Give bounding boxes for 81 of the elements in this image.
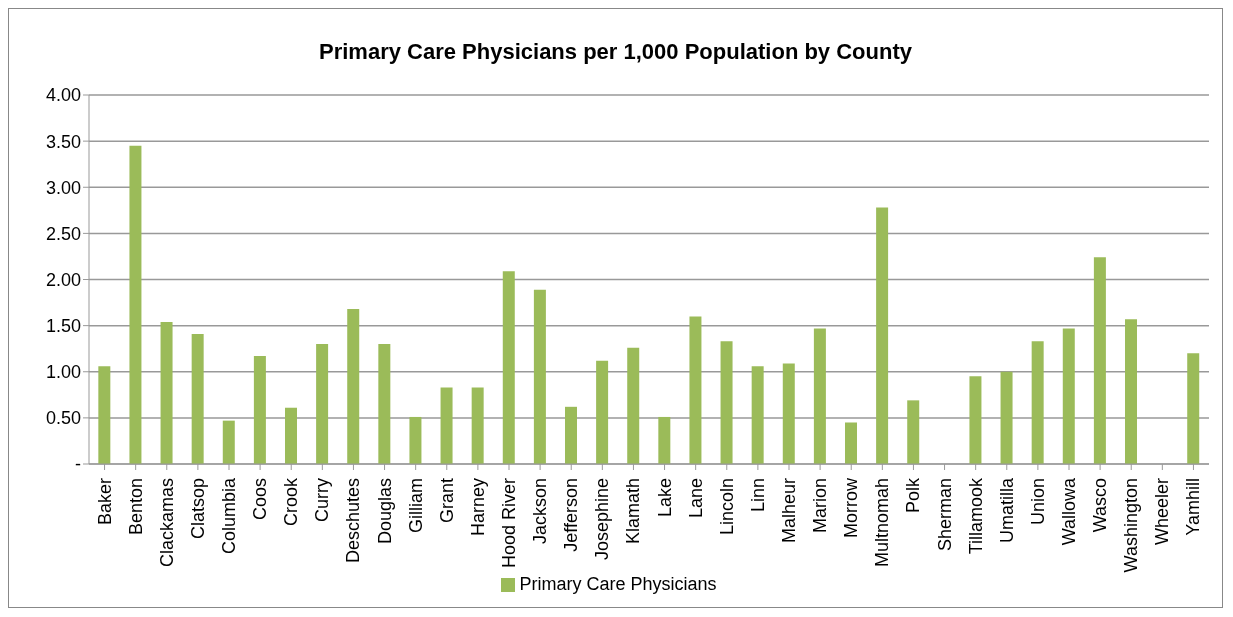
bar <box>596 360 609 464</box>
x-tick-label: Linn <box>747 478 768 513</box>
bar <box>471 387 484 464</box>
x-tick-label: Gilliam <box>405 478 426 534</box>
bar <box>1031 341 1044 464</box>
y-tick-label: 2.50 <box>45 223 81 244</box>
x-tick-label: Polk <box>903 477 924 514</box>
x-tick-label: Lake <box>654 478 675 518</box>
bar <box>1187 353 1200 464</box>
x-tick-label: Multnomah <box>872 478 893 568</box>
x-tick-label: Columbia <box>219 477 239 555</box>
bar <box>751 366 764 464</box>
bar <box>1125 319 1137 464</box>
x-tick-label: Tillamook <box>965 477 986 555</box>
bar <box>160 321 173 464</box>
y-tick-label: - <box>75 454 81 475</box>
x-tick-label: Jefferson <box>561 478 582 552</box>
x-tick-label: Marion <box>810 478 831 534</box>
bar <box>191 333 204 464</box>
x-tick-label: Clackamas <box>156 478 177 568</box>
x-tick-label: Grant <box>436 478 457 524</box>
bar <box>1000 371 1013 464</box>
bar <box>347 309 360 464</box>
x-tick-label: Crook <box>281 477 302 527</box>
x-tick-label: Sherman <box>934 478 955 552</box>
bar <box>316 344 329 464</box>
y-tick-label: 0.50 <box>45 408 81 429</box>
bar <box>689 316 702 464</box>
x-tick-label: Malheur <box>779 478 799 544</box>
bar <box>565 406 577 464</box>
x-tick-label: Josephine <box>592 478 613 561</box>
x-tick-label: Washington <box>1121 478 1142 573</box>
bar <box>285 407 297 464</box>
x-tick-label: Benton <box>125 478 146 536</box>
y-tick-label: 1.00 <box>45 362 81 383</box>
legend-label: Primary Care Physicians <box>519 574 717 594</box>
chart-title: Primary Care Physicians per 1,000 Population by County <box>318 38 913 66</box>
bar <box>440 387 453 464</box>
x-tick-label: Hood River <box>499 478 519 569</box>
bar <box>813 328 826 464</box>
bar <box>253 356 266 464</box>
bar <box>98 366 111 464</box>
bar <box>907 400 920 464</box>
bar <box>1062 328 1075 464</box>
x-tick-label: Douglas <box>374 478 395 545</box>
y-tick-label: 4.00 <box>45 85 81 106</box>
x-tick-label: Yamhill <box>1183 478 1204 536</box>
x-tick-label: Harney <box>467 478 488 537</box>
x-tick-label: Curry <box>312 478 333 522</box>
bar <box>409 416 422 464</box>
y-tick-label: 1.50 <box>45 316 81 337</box>
x-tick-label: Jackson <box>530 478 551 545</box>
bar <box>876 207 889 464</box>
bar <box>1093 257 1106 464</box>
bar <box>129 145 142 464</box>
x-tick-label: Clatsop <box>187 478 208 540</box>
x-tick-label: Wasco <box>1090 478 1111 533</box>
y-tick-label: 2.00 <box>45 269 81 290</box>
x-tick-label: Wheeler <box>1152 478 1173 546</box>
x-tick-label: Union <box>1027 478 1048 526</box>
x-tick-label: Baker <box>94 478 115 526</box>
y-tick-label: 3.00 <box>45 177 81 198</box>
bar <box>969 376 982 464</box>
x-tick-label: Lincoln <box>716 478 737 536</box>
x-tick-label: Umatilla <box>996 477 1017 544</box>
x-tick-label: Klamath <box>623 478 644 545</box>
bar <box>658 416 671 464</box>
bar <box>502 271 515 464</box>
x-tick-label: Wallowa <box>1059 477 1079 546</box>
bar <box>378 344 391 464</box>
bar <box>222 420 235 464</box>
bar <box>720 341 733 464</box>
x-tick-label: Lane <box>685 478 706 519</box>
bar <box>782 363 795 464</box>
bar <box>627 347 640 464</box>
y-tick-label: 3.50 <box>45 131 81 152</box>
bar <box>845 422 857 464</box>
x-tick-label: Morrow <box>841 477 862 539</box>
x-tick-label: Deschutes <box>343 478 364 564</box>
bar <box>533 289 546 464</box>
x-tick-label: Coos <box>250 478 271 521</box>
